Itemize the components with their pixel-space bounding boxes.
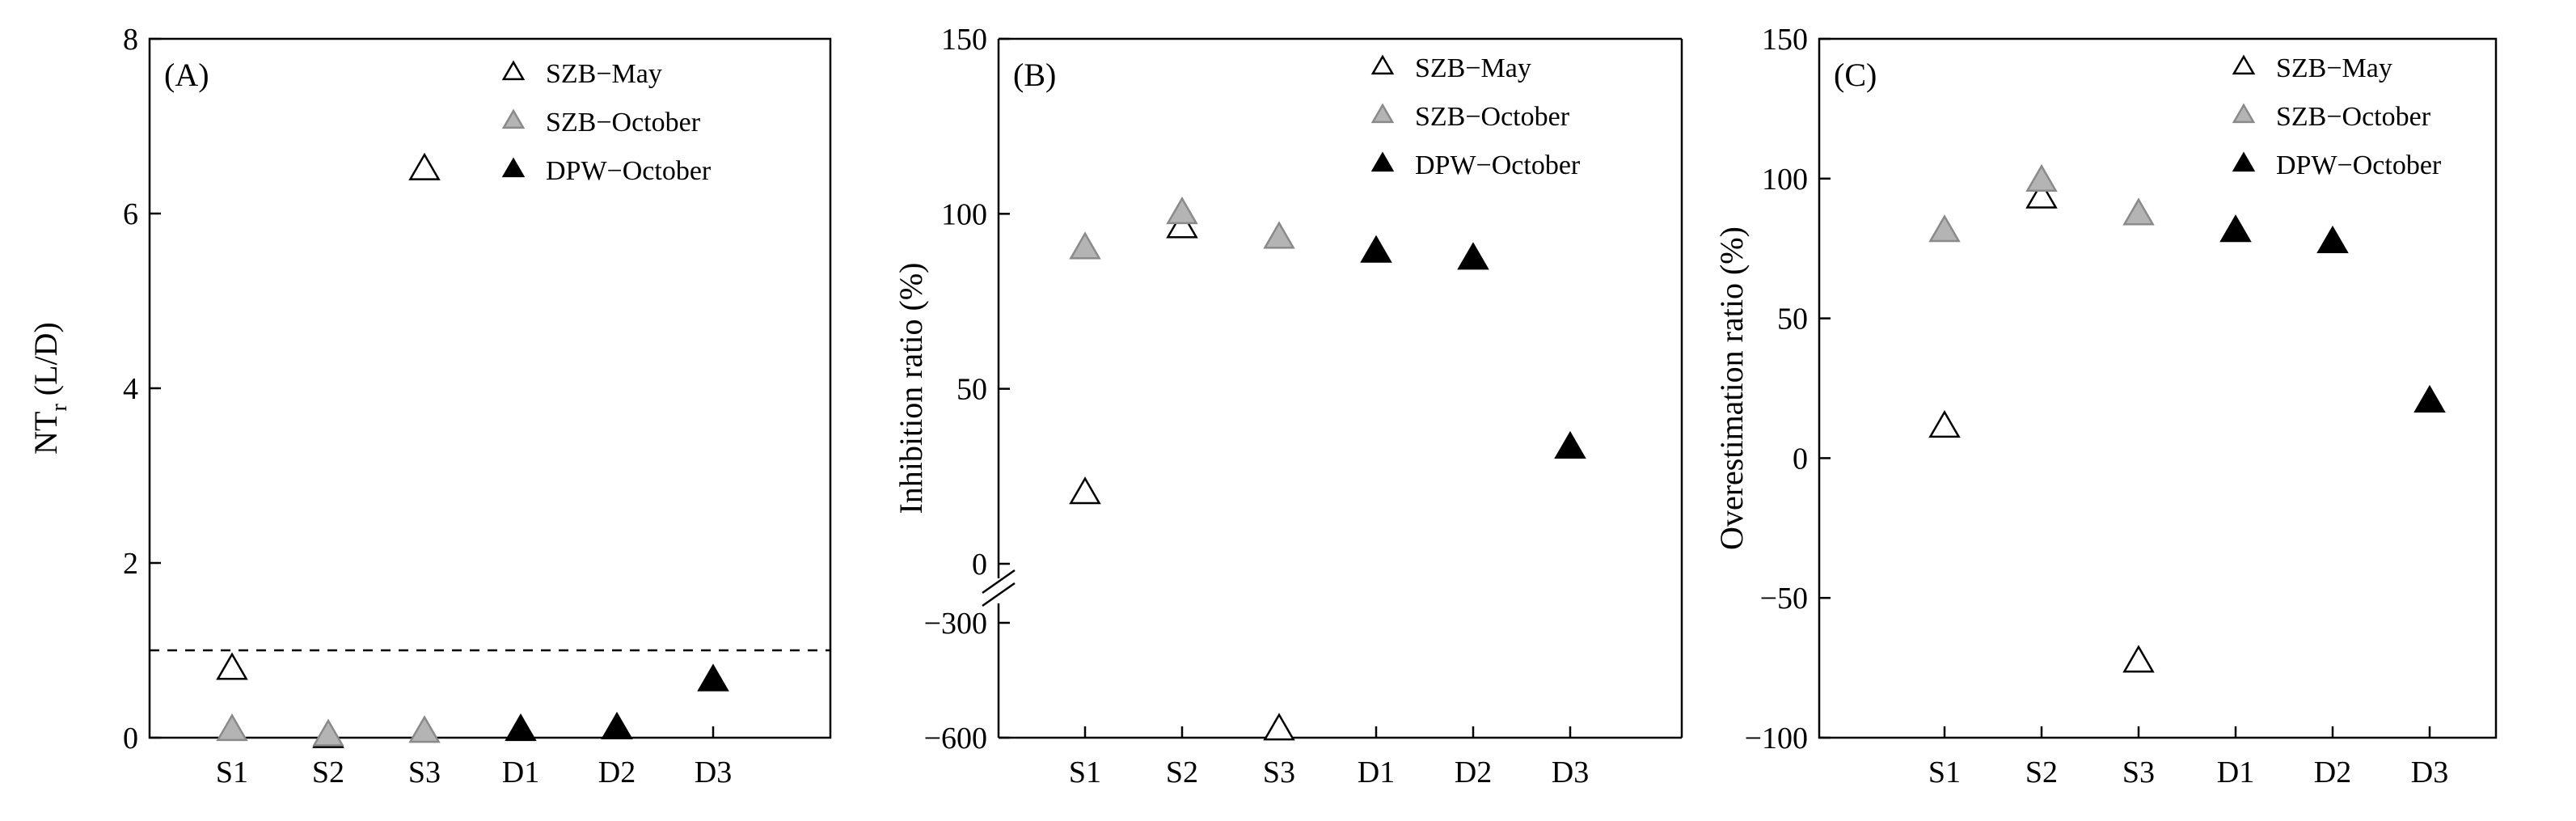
y-axis-title: Overestimation ratio (%) [1713,226,1750,550]
x-tick-label: D3 [1552,755,1589,789]
axis-break-mark [982,582,1016,607]
y-tick-label: 8 [123,23,138,57]
legend-marker-filled [501,157,526,178]
y-tick-label: −100 [1745,722,1808,755]
y-axis-title: NTr (L/D) [27,322,72,455]
legend-entry: SZB−May [546,59,662,89]
legend-entry: DPW−October [2276,150,2442,180]
data-point-gray [1166,197,1198,225]
x-tick-label: D1 [502,755,539,789]
axis-break-mark [982,569,1016,595]
x-tick-label: S2 [1166,755,1198,789]
data-point-gray [312,718,344,747]
data-point-filled [1360,235,1392,263]
x-tick-label: S1 [1928,755,1961,789]
panel-label: (B) [1013,57,1056,93]
data-point-gray [2122,197,2155,226]
panel-1: 0 2 4 6 8 S1 S2 S3 D1 D2 D3 (A) NTr (L/D) SZB−May SZB−… [27,23,832,789]
data-point-filled [1457,242,1489,270]
data-point-filled [601,711,633,740]
x-tick-label: S1 [216,755,248,789]
y-tick-label: 50 [1777,303,1808,336]
y-tick-label: −50 [1760,582,1808,616]
y-tick-label: 100 [1762,163,1808,197]
x-tick-label: S3 [2122,755,2155,789]
y-tick-label: 100 [941,197,987,231]
data-point-filled [2219,214,2252,243]
y-tick-label: 0 [123,722,138,755]
legend-marker-filled [1370,151,1395,172]
data-point-open [1166,210,1198,239]
y-tick-label: 2 [123,547,138,581]
plot-frame [1818,37,2498,739]
y-tick-label: 4 [123,372,138,406]
data-point-open [1928,410,1961,438]
data-point-open [216,652,248,680]
legend-marker-filled [2232,151,2256,172]
x-tick-label: S1 [1069,755,1101,789]
data-point-gray [1928,214,1961,243]
legend-entry: SZB−October [546,108,701,138]
y-tick-label: 6 [123,197,138,231]
x-tick-label: S3 [408,755,441,789]
legend-entry: SZB−May [2276,53,2392,83]
legend-entry: DPW−October [1415,150,1581,180]
legend-marker-gray [2232,103,2256,124]
data-point-filled [2316,225,2349,254]
data-point-open [1263,713,1295,741]
x-tick-label: D1 [1358,755,1395,789]
legend-marker-open [1370,54,1395,75]
x-tick-label: S2 [2025,755,2058,789]
panel-2: 0 50 100 150 −600 −300 S1 S2 S3 D1 D2 D3 (B) Inhibiti… [893,23,1683,789]
data-point-open [2025,180,2058,209]
data-point-gray [1069,231,1101,260]
y-tick-label: −600 [924,722,987,755]
data-point-filled [697,663,729,692]
data-point-open [408,152,441,180]
data-point-filled [1554,430,1586,459]
x-tick-label: S3 [1263,755,1295,789]
y-tick-label: 150 [1762,23,1808,57]
y-tick-label: 0 [972,548,987,582]
legend-marker-gray [501,108,526,129]
x-tick-label: D2 [2314,755,2351,789]
panel-label: (A) [164,57,209,93]
y-tick-label: 50 [956,373,987,407]
legend-marker-gray [1370,103,1395,124]
legend-marker-open [2232,54,2256,75]
data-point-filled [505,713,537,742]
plot-frame [148,37,832,739]
data-point-gray [216,713,248,742]
y-tick-label: 0 [1793,442,1808,476]
data-point-gray [1263,221,1295,249]
x-tick-label: D3 [2411,755,2448,789]
data-point-filled [2413,384,2446,413]
legend-entry: SZB−October [2276,102,2431,132]
y-axis-title: Inhibition ratio (%) [893,262,929,514]
data-point-open [1069,476,1101,505]
legend-entry: SZB−October [1415,102,1570,132]
x-tick-label: D2 [598,755,636,789]
x-tick-label: D1 [2217,755,2254,789]
y-tick-label: 150 [941,23,987,57]
data-point-open [2122,645,2155,673]
x-tick-label: S2 [312,755,344,789]
data-point-gray [2025,163,2058,193]
panel-label: (C) [1834,57,1877,93]
legend-entry: SZB−May [1415,53,1531,83]
panel-3: −100 −50 0 50 100 150 S1 S2 S3 D1 D2 D3 (C) Overestim… [1713,23,2498,789]
x-tick-label: D3 [695,755,732,789]
legend-entry: DPW−October [546,156,712,186]
y-tick-label: −300 [924,607,987,641]
x-tick-label: D2 [1455,755,1492,789]
legend-marker-open [501,60,526,81]
data-point-gray [408,715,441,743]
